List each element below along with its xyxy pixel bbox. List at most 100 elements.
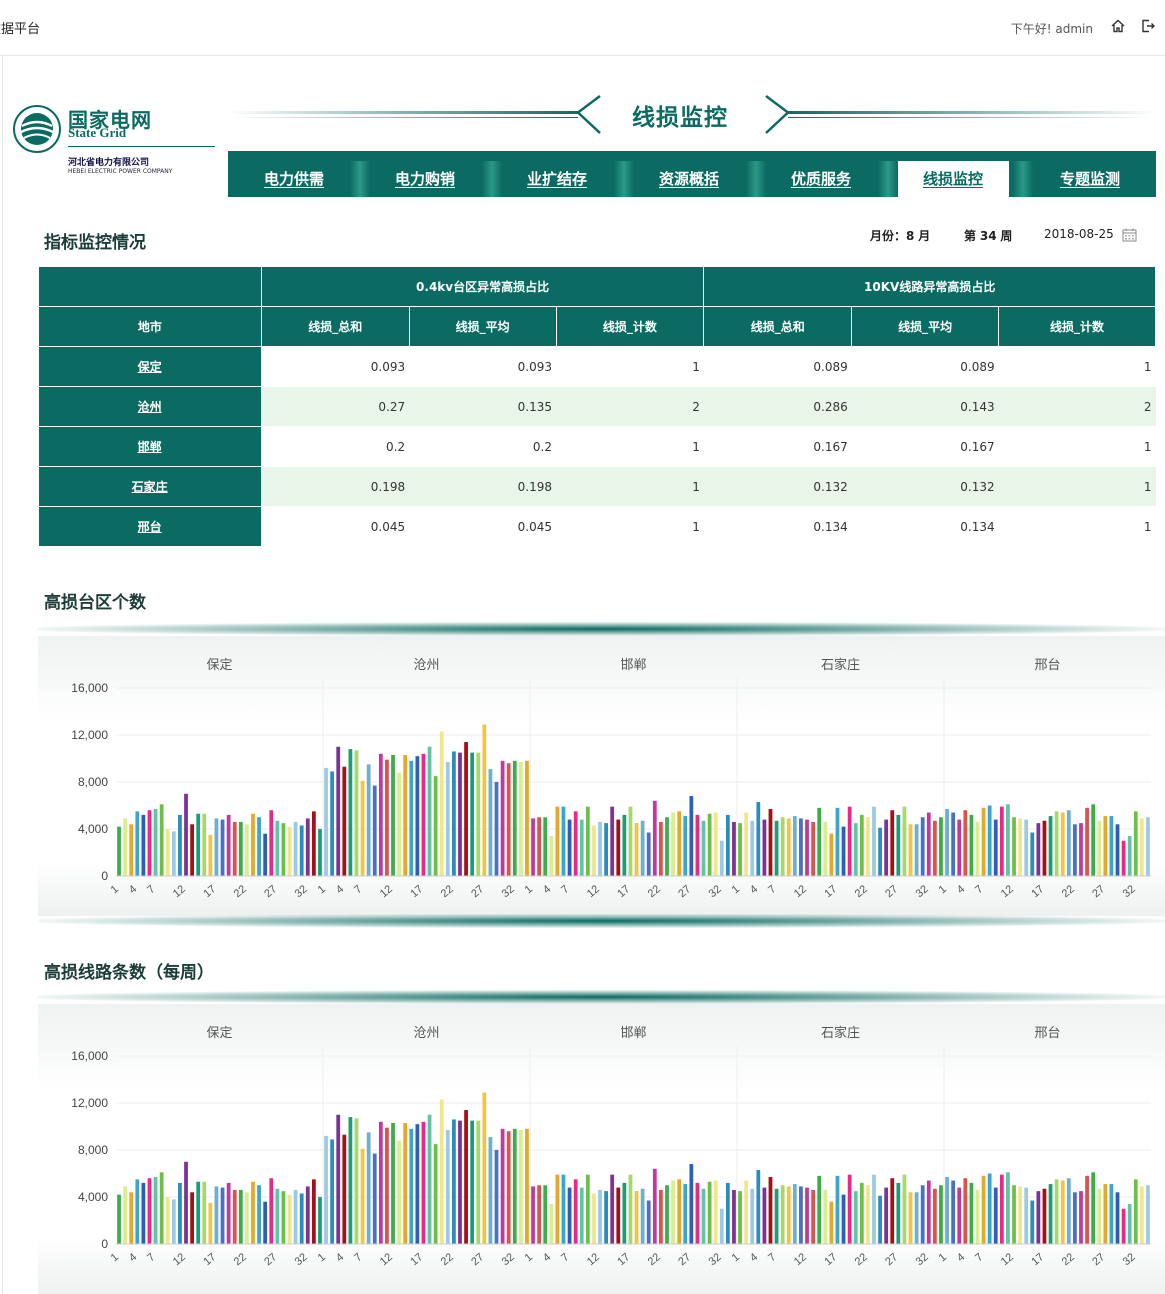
bar [585, 1174, 590, 1244]
x-tick-label: 17 [201, 1251, 218, 1268]
bar [184, 1161, 188, 1244]
bar [719, 1208, 724, 1244]
bar [366, 1132, 371, 1244]
date-value[interactable]: 2018-08-25 [1044, 227, 1114, 241]
city-link[interactable]: 邯郸 [38, 426, 262, 467]
bar [878, 1195, 882, 1244]
bar [634, 823, 639, 876]
bar [421, 753, 426, 876]
bar [939, 1185, 943, 1244]
monitor-title: 指标监控情况 [44, 233, 146, 253]
bar [725, 1182, 730, 1244]
bar [257, 1185, 261, 1244]
table-cell: 0.135 [409, 386, 557, 427]
bar [853, 823, 858, 876]
bar [951, 1180, 956, 1244]
nav-quality-service[interactable]: 优质服务 [790, 170, 851, 188]
month-value: 8 [906, 229, 915, 243]
bar [1109, 1184, 1114, 1244]
bar [750, 820, 755, 876]
week-label: 第 34 周 [964, 229, 1013, 243]
x-tick-label: 12 [171, 1251, 188, 1268]
x-tick-label: 22 [232, 1251, 249, 1268]
panel-label: 石家庄 [821, 1025, 860, 1041]
x-tick-label: 32 [500, 883, 517, 900]
bar [196, 1181, 201, 1244]
nav-business-expansion[interactable]: 业扩结存 [526, 170, 587, 188]
nav-special-monitor[interactable]: 专题监测 [1059, 170, 1120, 188]
state-grid-logo: 国家电网 State Grid 河北省电力有限公司 HEBEI ELECTRIC… [12, 100, 217, 180]
bar [1073, 824, 1077, 876]
bar [311, 811, 316, 876]
bar [707, 813, 712, 876]
bar [628, 1174, 633, 1244]
x-tick-label: 22 [646, 883, 663, 900]
bar [549, 1204, 554, 1244]
city-link[interactable]: 保定 [38, 346, 262, 387]
panel-label: 石家庄 [821, 657, 860, 673]
bar [811, 1189, 815, 1244]
bar [439, 1099, 444, 1244]
bar [732, 821, 736, 876]
nav-line-loss[interactable]: 线损监控 [897, 161, 1009, 197]
bar [634, 1191, 639, 1244]
x-tick-label: 12 [999, 1251, 1016, 1268]
x-tick-label: 17 [615, 1251, 632, 1268]
nav-resource-overview[interactable]: 资源概括 [658, 170, 719, 188]
city-link[interactable]: 石家庄 [38, 466, 262, 507]
bar [975, 1189, 980, 1244]
city-link[interactable]: 沧州 [38, 386, 262, 427]
table-cell: 1 [998, 466, 1156, 507]
bar [561, 1174, 566, 1244]
x-tick-label: 17 [1029, 883, 1046, 900]
bar [1103, 1184, 1108, 1244]
bar [677, 811, 682, 876]
bar [427, 746, 432, 876]
x-tick-label: 4 [127, 1251, 139, 1264]
bar [196, 813, 201, 876]
nav-power-sales[interactable]: 电力购销 [394, 170, 455, 188]
bar [311, 1179, 316, 1244]
x-tick-label: 7 [973, 1251, 985, 1264]
calendar-icon[interactable] [1122, 228, 1137, 242]
bar [245, 1192, 249, 1244]
x-tick-label: 4 [334, 1251, 346, 1264]
bar [214, 1186, 219, 1244]
x-tick-label: 32 [1121, 883, 1138, 900]
table-cell: 0.132 [703, 466, 852, 507]
table-row: 沧州 0.27 0.135 2 0.286 0.143 2 [38, 386, 1156, 427]
bar [305, 1186, 310, 1244]
bar [525, 760, 529, 876]
col-header: 线损_平均 [408, 306, 557, 347]
bar [470, 752, 475, 876]
table-cell: 2 [998, 386, 1156, 427]
bar [999, 1174, 1004, 1244]
bar [920, 1185, 925, 1244]
x-tick-label: 1 [109, 1251, 121, 1264]
bar [786, 818, 791, 876]
bar [141, 814, 146, 876]
home-icon[interactable] [1109, 17, 1127, 35]
bar [403, 1122, 408, 1244]
bar [963, 810, 968, 876]
x-tick-label: 7 [766, 883, 778, 896]
bar [1048, 1184, 1053, 1244]
bar [945, 1177, 949, 1244]
bar [153, 1177, 158, 1244]
bar [269, 1178, 274, 1244]
bar [378, 1121, 383, 1244]
bar [287, 1194, 292, 1244]
nav-power-supply[interactable]: 电力供需 [263, 170, 324, 188]
bar [123, 818, 128, 876]
bar [153, 809, 158, 876]
x-tick-label: 32 [293, 1251, 310, 1268]
bar [592, 825, 596, 876]
city-link[interactable]: 邢台 [38, 506, 262, 547]
bar [878, 827, 882, 876]
bar [117, 1194, 121, 1244]
bar [232, 1189, 237, 1244]
bar [391, 1122, 395, 1244]
logout-icon[interactable] [1139, 17, 1157, 35]
bar [598, 1189, 602, 1244]
bar [890, 1178, 895, 1244]
